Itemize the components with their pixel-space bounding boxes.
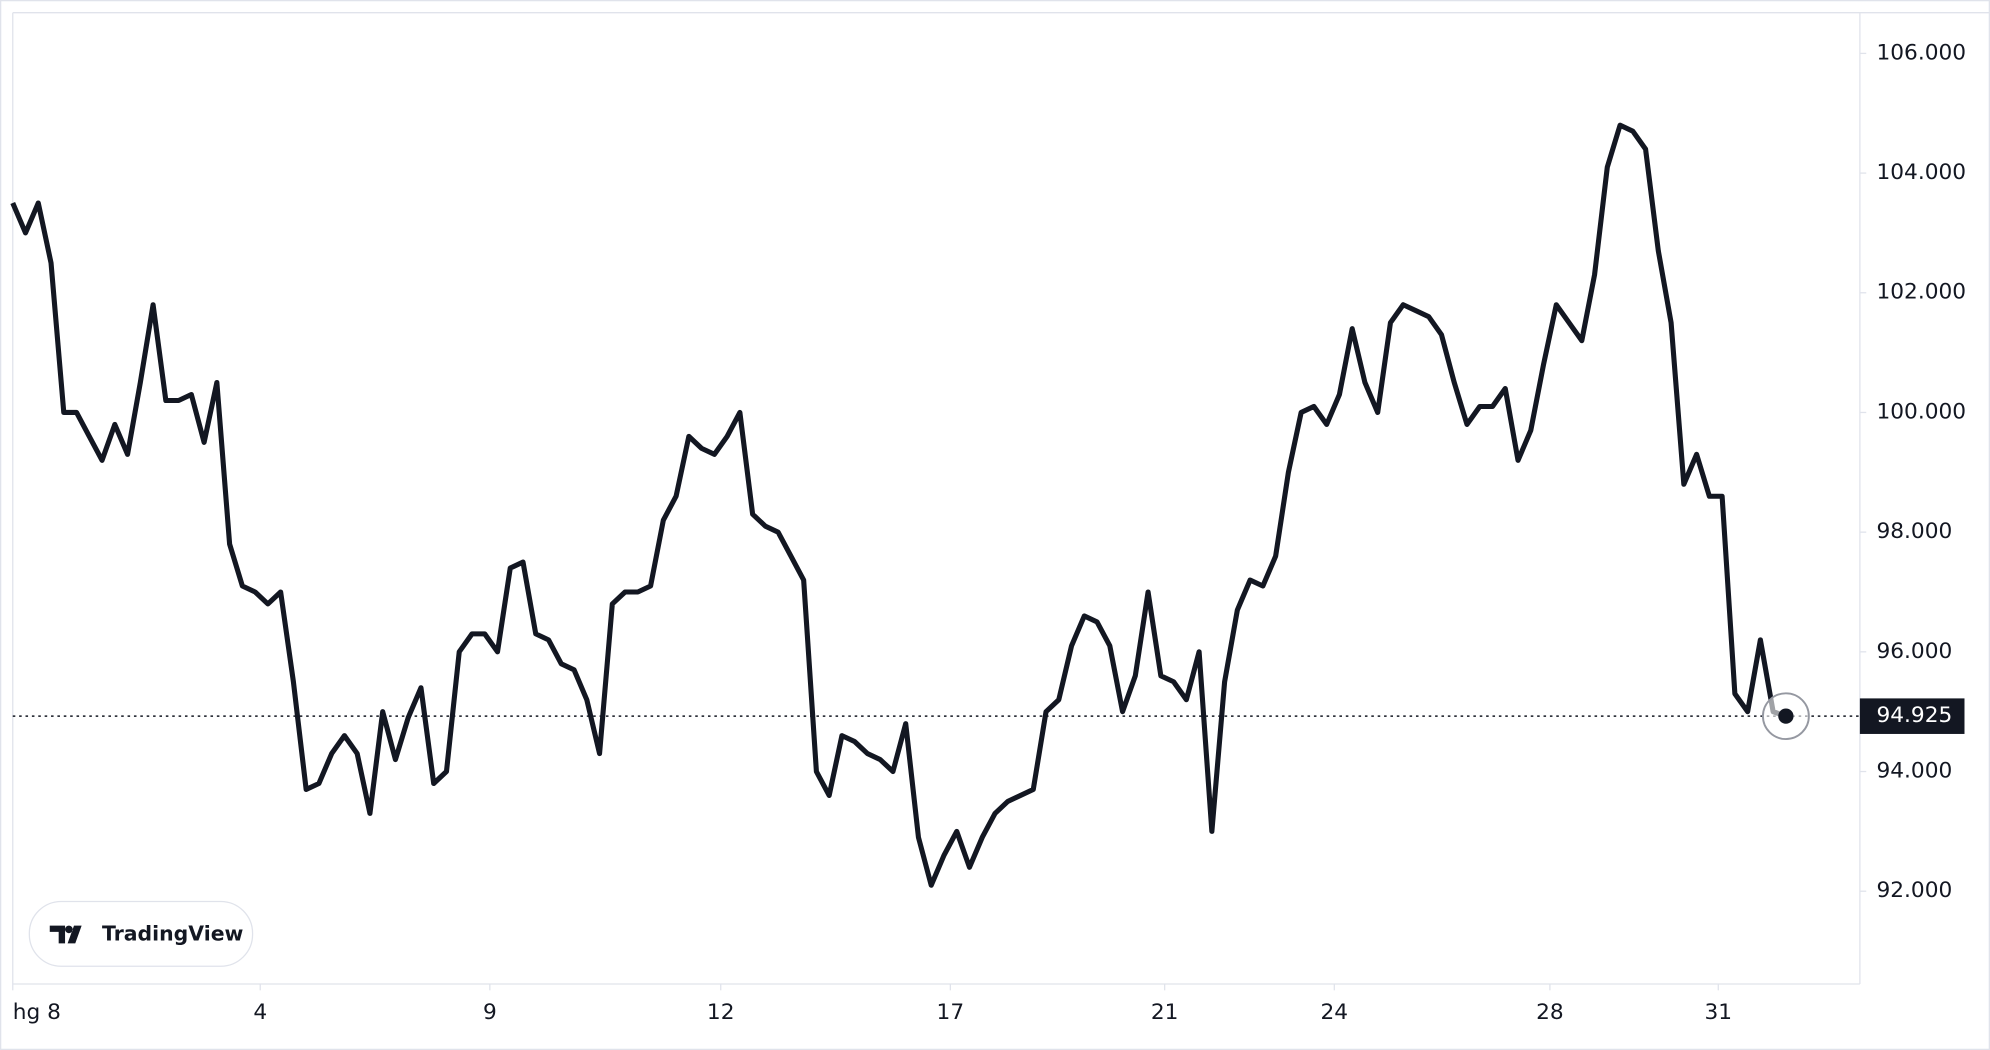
y-tick-label: 100.000: [1876, 399, 1966, 424]
logo-text: TradingView: [102, 921, 244, 945]
logo-badge[interactable]: TradingView: [28, 900, 254, 967]
x-tick-label: 17: [937, 1000, 965, 1025]
logo-icon: [49, 925, 82, 944]
x-tick-label: 28: [1536, 1000, 1564, 1025]
x-tick-label: 4: [253, 1000, 267, 1025]
last-price-box: [1859, 698, 1965, 734]
y-tick-label: 96.000: [1876, 639, 1952, 664]
y-tick-label: 104.000: [1876, 160, 1966, 185]
y-tick-label: 106.000: [1876, 40, 1966, 65]
logo-pill[interactable]: [28, 900, 254, 967]
x-tick-label: 12: [707, 1000, 735, 1025]
y-tick-label: 92.000: [1876, 878, 1952, 903]
last-point: [1778, 708, 1794, 724]
x-tick-label: 31: [1704, 1000, 1732, 1025]
x-tick-label: 9: [483, 1000, 497, 1025]
x-tick-label: 21: [1151, 1000, 1179, 1025]
x-tick-label: 24: [1321, 1000, 1349, 1025]
last-price-label: 94.925: [1876, 703, 1952, 728]
price-line: [10, 122, 1787, 888]
x-tick-label: hg 8: [13, 1000, 61, 1025]
y-tick-label: 98.000: [1876, 519, 1952, 544]
y-tick-label: 94.000: [1876, 759, 1952, 784]
y-tick-label: 102.000: [1876, 280, 1966, 305]
